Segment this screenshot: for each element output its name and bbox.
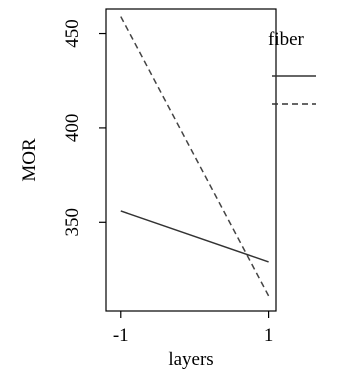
x-axis: -1 1 — [113, 311, 273, 346]
y-tick-label: 450 — [62, 19, 83, 48]
y-tick-label: 400 — [62, 114, 83, 143]
legend: fiber — [268, 29, 316, 105]
x-tick-label: 1 — [264, 325, 274, 346]
series-line-solid — [120, 210, 269, 263]
x-axis-label: layers — [168, 349, 213, 370]
series-layer — [120, 16, 270, 297]
y-axis-label: MOR — [19, 138, 40, 182]
legend-title: fiber — [268, 29, 305, 50]
y-axis: 350 400 450 — [62, 19, 106, 237]
series-line-dashed — [120, 16, 270, 297]
plot-frame — [105, 8, 277, 312]
y-tick-label: 350 — [62, 208, 83, 237]
x-tick-label: -1 — [113, 325, 129, 346]
